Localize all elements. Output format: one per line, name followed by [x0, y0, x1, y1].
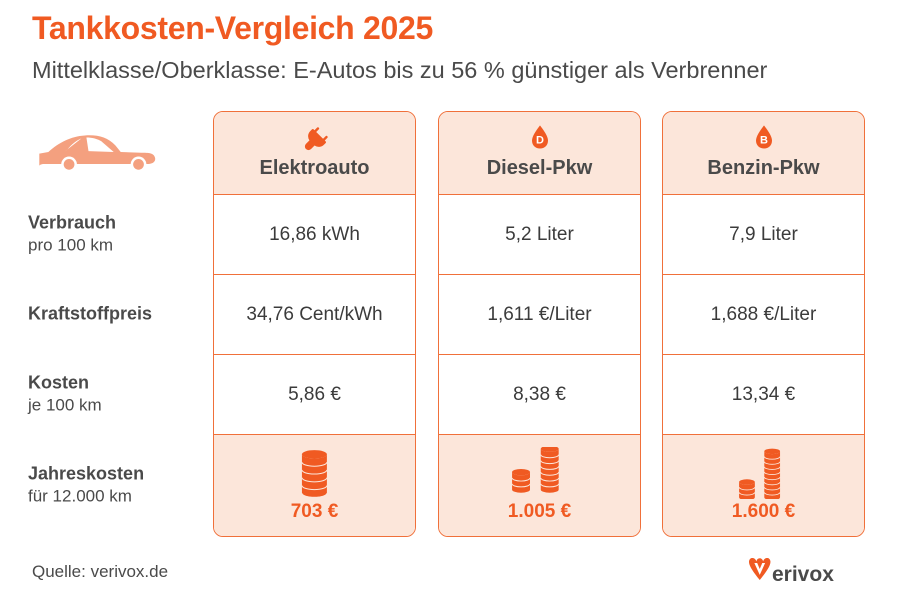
svg-text:B: B	[760, 135, 768, 147]
svg-text:D: D	[536, 135, 544, 147]
svg-text:erivox: erivox	[772, 563, 834, 586]
